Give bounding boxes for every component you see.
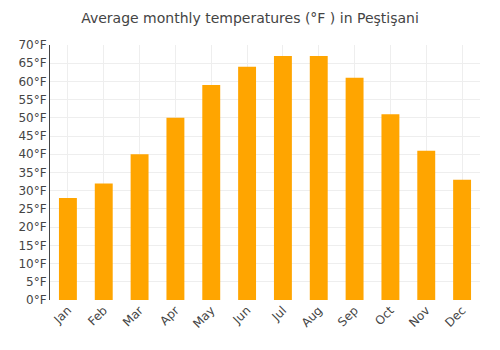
svg-text:15°F: 15°F [18, 239, 46, 253]
svg-text:25°F: 25°F [18, 202, 46, 216]
svg-text:5°F: 5°F [26, 275, 47, 289]
svg-text:55°F: 55°F [18, 93, 46, 107]
svg-text:Aug: Aug [299, 303, 325, 329]
svg-text:50°F: 50°F [18, 111, 46, 125]
svg-text:Nov: Nov [406, 303, 432, 329]
svg-text:0°F: 0°F [26, 293, 47, 307]
svg-text:Mar: Mar [120, 303, 146, 329]
svg-text:45°F: 45°F [18, 129, 46, 143]
svg-text:60°F: 60°F [18, 75, 46, 89]
svg-text:Sep: Sep [335, 303, 361, 329]
svg-text:Jan: Jan [51, 303, 75, 327]
svg-text:30°F: 30°F [18, 184, 46, 198]
svg-text:Jul: Jul [268, 303, 289, 324]
svg-text:Oct: Oct [372, 303, 397, 328]
svg-text:Jun: Jun [230, 303, 254, 327]
svg-text:Feb: Feb [85, 303, 110, 328]
svg-text:70°F: 70°F [18, 38, 46, 52]
svg-text:Dec: Dec [442, 303, 468, 329]
svg-text:Average monthly temperatures (: Average monthly temperatures (°F ) in Pe… [81, 10, 419, 26]
svg-text:20°F: 20°F [18, 220, 46, 234]
svg-text:40°F: 40°F [18, 147, 46, 161]
svg-text:65°F: 65°F [18, 56, 46, 70]
svg-text:May: May [190, 303, 217, 330]
svg-text:35°F: 35°F [18, 166, 46, 180]
svg-text:Apr: Apr [157, 303, 182, 328]
svg-text:10°F: 10°F [18, 257, 46, 271]
